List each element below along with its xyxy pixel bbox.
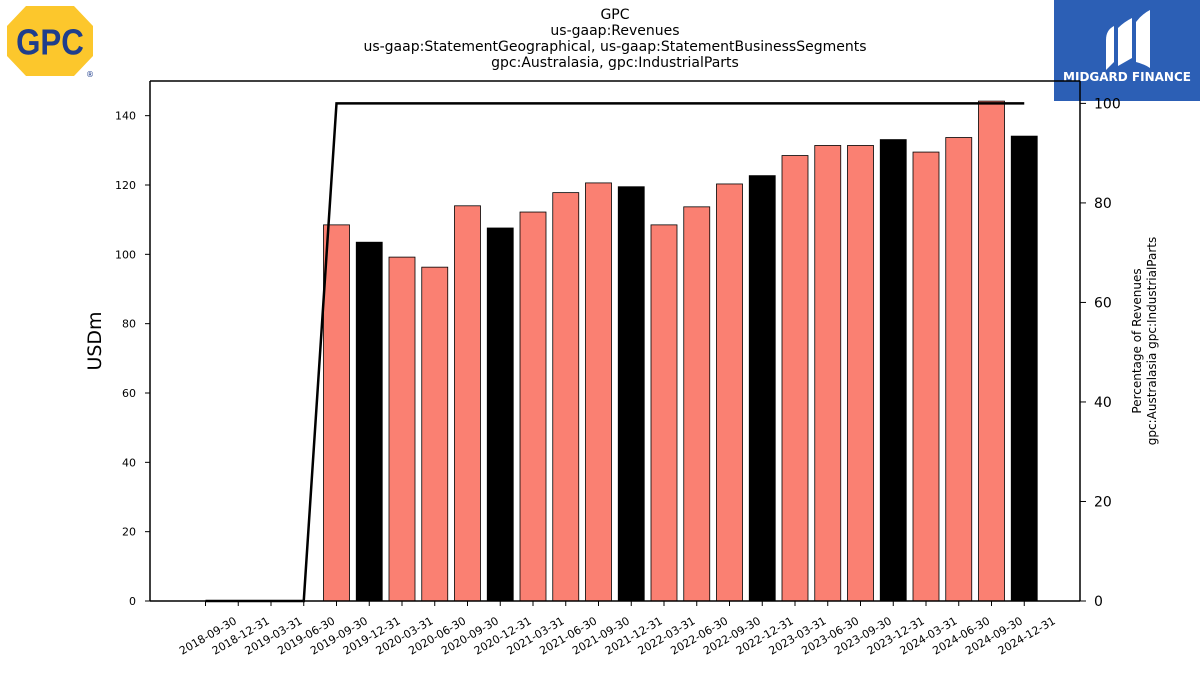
y2-tick-label: 80 <box>1094 196 1112 212</box>
x-axis-ticks: 2018-09-302018-12-312019-03-312019-06-30… <box>177 601 1058 658</box>
chart-titles: GPC us-gaap:Revenues us-gaap:StatementGe… <box>300 7 930 71</box>
y2-axis-label-line2: gpc:Australasia gpc:IndustrialParts <box>1145 237 1159 445</box>
bar-2023-03-31 <box>781 155 809 602</box>
y-tick-label: 60 <box>122 387 136 400</box>
bar-2021-12-31 <box>617 186 645 602</box>
bar-2021-09-30 <box>585 182 612 602</box>
bar-2023-06-30 <box>814 145 842 602</box>
left-axis-ticks: 0 20 40 60 80 100 120 140 <box>115 110 150 608</box>
chart-title: GPC <box>600 7 630 23</box>
chart-axes <box>149 80 1081 602</box>
gpc-logo-octagon <box>7 6 93 76</box>
midgard-logo-text: MIDGARD FINANCE <box>1063 70 1191 84</box>
chart-subtitle-members: gpc:Australasia, gpc:IndustrialParts <box>491 55 739 71</box>
y-tick-label: 120 <box>115 179 136 192</box>
y-tick-label: 100 <box>115 248 136 261</box>
bar-2024-09-30 <box>978 100 1005 602</box>
bar-2022-03-31 <box>650 224 678 602</box>
bar-2022-09-30 <box>716 183 743 602</box>
gpc-registered-mark: ® <box>86 70 94 79</box>
chart-subtitle-concept: us-gaap:Revenues <box>550 23 680 39</box>
y-tick-label: 20 <box>122 526 136 539</box>
bar-2019-09-30 <box>323 224 350 602</box>
bar-2022-06-30 <box>683 206 711 602</box>
y-tick-label: 40 <box>122 456 136 469</box>
bar-2020-12-31 <box>486 227 514 602</box>
y-axis-label: USDm <box>84 311 106 370</box>
y2-tick-label: 20 <box>1094 494 1112 510</box>
midgard-m-icon <box>1106 10 1150 70</box>
bar-2020-06-30 <box>421 266 449 602</box>
y2-tick-label: 100 <box>1094 96 1121 112</box>
bar-2024-03-31 <box>912 151 940 602</box>
bar-2020-03-31 <box>388 256 416 602</box>
bar-2023-12-31 <box>879 139 907 602</box>
bar-2023-09-30 <box>847 145 874 602</box>
y-tick-label: 140 <box>115 110 136 123</box>
chart-subtitle-axes: us-gaap:StatementGeographical, us-gaap:S… <box>363 39 867 55</box>
y-tick-label: 80 <box>122 318 136 331</box>
bar-2019-12-31 <box>355 241 383 602</box>
y2-tick-label: 0 <box>1094 594 1103 610</box>
bar-2024-06-30 <box>945 137 973 602</box>
y2-axis-label-line1: Percentage of Revenues <box>1130 268 1144 413</box>
gpc-logo-text: GPC <box>16 24 84 63</box>
y2-tick-label: 60 <box>1094 295 1112 311</box>
bar-series <box>323 100 1038 602</box>
right-axis-ticks: 0 20 40 60 80 100 <box>1080 96 1121 610</box>
percentage-line-series <box>205 102 1025 603</box>
bar-2021-03-31 <box>519 211 547 602</box>
percentage-line <box>205 102 1025 603</box>
bar-2022-12-31 <box>748 175 776 602</box>
bar-2024-12-31 <box>1010 135 1038 602</box>
bar-2021-06-30 <box>552 192 580 602</box>
y2-tick-label: 40 <box>1094 395 1112 411</box>
y-tick-label: 0 <box>129 595 136 608</box>
bar-2020-09-30 <box>454 205 481 602</box>
midgard-finance-logo: MIDGARD FINANCE <box>1054 0 1200 101</box>
gpc-logo: GPC ® <box>7 6 94 79</box>
